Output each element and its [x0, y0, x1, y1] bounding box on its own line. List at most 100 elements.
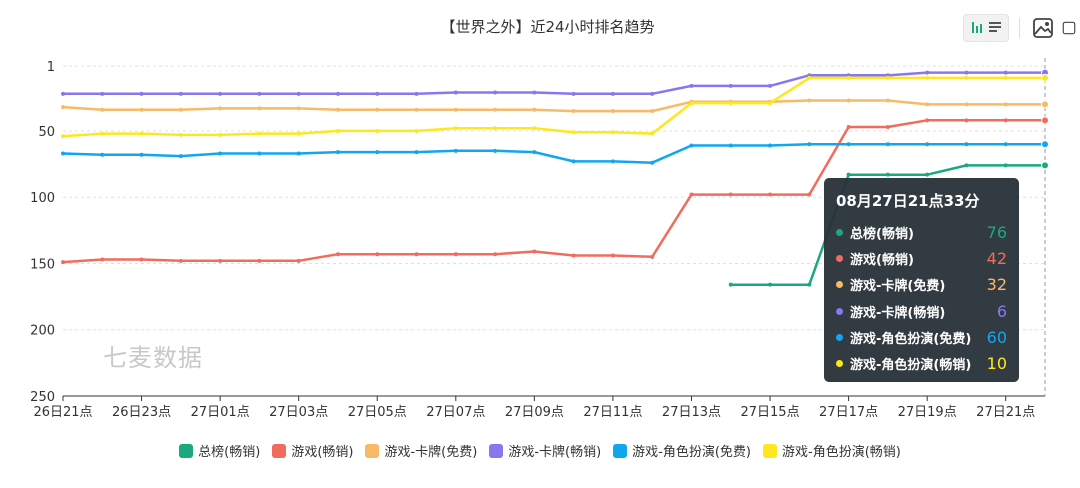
data-point: [610, 159, 615, 164]
data-point: [493, 148, 498, 153]
data-point: [964, 163, 969, 168]
data-point: [178, 91, 183, 96]
legend-label: 游戏-卡牌(免费): [384, 445, 478, 460]
data-point: [1003, 118, 1008, 123]
data-point: [414, 252, 419, 257]
data-point: [218, 151, 223, 156]
data-point: [571, 159, 576, 164]
data-point: [532, 249, 537, 254]
data-point: [139, 91, 144, 96]
data-point: [846, 124, 851, 129]
data-point: [1003, 102, 1008, 107]
data-point: [1041, 73, 1049, 82]
data-point: [414, 91, 419, 96]
data-point: [139, 107, 144, 112]
legend-swatch: [179, 443, 194, 458]
data-point: [925, 142, 930, 147]
data-point: [414, 128, 419, 133]
legend-item[interactable]: 游戏-角色扮演(免费): [613, 441, 751, 460]
tooltip-series-name: 游戏-角色扮演(免费): [850, 331, 972, 347]
data-point: [296, 151, 301, 156]
data-point: [689, 192, 694, 197]
data-point: [61, 91, 65, 96]
data-point: [335, 128, 340, 133]
data-point: [885, 142, 890, 147]
data-point: [571, 91, 576, 96]
data-point: [885, 124, 890, 129]
x-tick-label: 27日11点: [583, 405, 642, 420]
data-point: [61, 260, 65, 265]
data-point: [257, 106, 262, 111]
data-point: [571, 130, 576, 135]
data-point: [296, 131, 301, 136]
data-point: [257, 131, 262, 136]
tooltip-row: 游戏-卡牌(畅销) 6: [836, 298, 1007, 324]
data-point: [296, 106, 301, 111]
y-tick-label: 150: [30, 257, 55, 272]
tooltip-row: 游戏-角色扮演(免费) 60: [836, 324, 1007, 350]
x-tick-label: 27日01点: [191, 405, 250, 420]
data-point: [178, 107, 183, 112]
data-point: [846, 98, 851, 103]
data-point: [61, 151, 65, 156]
chart-switch-button[interactable]: [963, 14, 1009, 42]
data-point: [61, 105, 65, 110]
image-download-icon[interactable]: [1030, 15, 1056, 41]
legend-item[interactable]: 游戏(畅销): [272, 441, 353, 460]
data-point: [100, 152, 105, 157]
data-point: [885, 172, 890, 177]
series-dot-icon: [836, 254, 843, 262]
data-point: [728, 83, 733, 88]
y-tick-label: 200: [30, 324, 55, 339]
legend-item[interactable]: 总榜(畅销): [179, 441, 260, 460]
data-point: [178, 154, 183, 159]
chart-title: 【世界之外】近24小时排名趋势: [440, 18, 655, 36]
data-point: [846, 75, 851, 80]
data-point: [964, 142, 969, 147]
legend-item[interactable]: 游戏-角色扮演(畅销): [763, 441, 901, 460]
more-icon[interactable]: [1062, 15, 1076, 41]
data-point: [1041, 161, 1049, 170]
watermark: 七麦数据: [103, 344, 203, 372]
data-point: [768, 83, 773, 88]
data-point: [414, 107, 419, 112]
data-point: [964, 118, 969, 123]
x-tick-label: 27日09点: [505, 405, 564, 420]
data-point: [453, 252, 458, 257]
tooltip-series-value: 6: [996, 301, 1007, 321]
data-point: [571, 109, 576, 114]
y-tick-label: 250: [30, 390, 55, 405]
x-tick-label: 27日03点: [269, 405, 328, 420]
legend-label: 总榜(畅销): [198, 445, 261, 460]
tooltip-row: 总榜(畅销) 76: [836, 219, 1007, 245]
data-point: [375, 91, 380, 96]
series-line-3: [63, 71, 1045, 96]
data-point: [532, 107, 537, 112]
legend-swatch: [613, 443, 628, 458]
series-dot-icon: [836, 281, 843, 289]
chart-legend: 总榜(畅销) 游戏(畅销) 游戏-卡牌(免费) 游戏-卡牌(畅销) 游戏-角色扮演(免费…: [0, 441, 1080, 460]
data-point: [257, 151, 262, 156]
series-line-2: [62, 99, 1045, 113]
legend-swatch: [489, 443, 504, 458]
legend-item[interactable]: 游戏-卡牌(畅销): [489, 441, 601, 460]
legend-label: 游戏-角色扮演(免费): [632, 445, 751, 460]
series-line-1: [62, 119, 1045, 264]
data-point: [257, 258, 262, 263]
data-point: [100, 131, 105, 136]
data-point: [925, 172, 930, 177]
data-point: [610, 253, 615, 258]
data-point: [925, 75, 930, 80]
data-point: [178, 132, 183, 137]
data-point: [257, 91, 262, 96]
data-point: [768, 282, 773, 287]
data-point: [178, 258, 183, 263]
data-point: [689, 143, 694, 148]
legend-label: 游戏-角色扮演(畅销): [782, 445, 901, 460]
data-point: [296, 258, 301, 263]
legend-item[interactable]: 游戏-卡牌(免费): [365, 441, 477, 460]
data-point: [100, 91, 105, 96]
data-point: [1003, 163, 1008, 168]
data-point: [925, 70, 930, 75]
data-point: [453, 107, 458, 112]
